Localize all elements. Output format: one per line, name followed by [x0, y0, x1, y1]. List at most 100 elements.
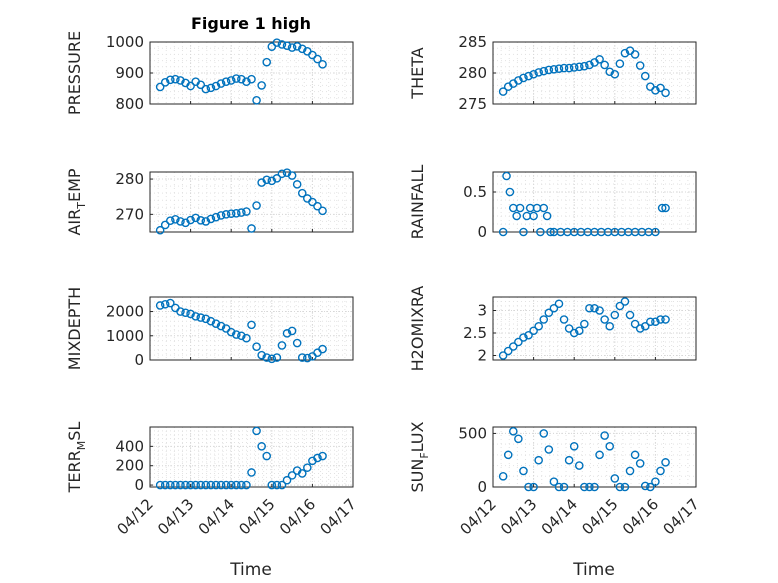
data-point: [226, 327, 236, 337]
data-point: [534, 321, 543, 331]
data-point: [226, 76, 236, 85]
data-point: [600, 60, 609, 70]
data-point: [216, 211, 226, 220]
data-point: [630, 319, 640, 329]
data-point: [656, 315, 665, 324]
data-point: [549, 64, 559, 74]
y-tick-label: 0: [134, 476, 144, 494]
data-point: [160, 299, 170, 309]
data-point: [231, 330, 241, 339]
data-point: [287, 43, 297, 52]
data-point: [221, 480, 231, 490]
data-point: [661, 203, 670, 213]
data-point: [262, 57, 272, 67]
data-point: [646, 317, 655, 327]
data-point: [519, 333, 528, 342]
data-point: [318, 344, 327, 354]
data-point: [574, 62, 584, 72]
data-point: [554, 299, 564, 309]
data-point: [529, 211, 538, 221]
data-point: [549, 303, 559, 313]
data-point: [211, 319, 221, 328]
data-point: [313, 54, 322, 64]
data-point: [247, 224, 256, 233]
data-point: [529, 69, 538, 79]
data-point: [237, 74, 246, 84]
data-point: [231, 74, 241, 83]
data-point: [165, 216, 175, 226]
data-point: [267, 480, 277, 490]
data-point: [605, 441, 615, 451]
data-point: [252, 342, 261, 351]
data-point: [297, 469, 307, 478]
data-point: [201, 480, 211, 490]
data-point: [508, 342, 518, 351]
data-point: [651, 477, 660, 486]
data-point: [216, 79, 226, 88]
data-point: [569, 63, 579, 72]
data-point: [524, 71, 533, 81]
data-point: [287, 326, 297, 336]
data-point: [519, 227, 528, 237]
data-point: [303, 353, 312, 363]
data-point: [165, 75, 175, 85]
y-tick-label: 0.5: [463, 183, 487, 201]
data-point: [519, 466, 528, 476]
data-point: [242, 77, 251, 86]
data-point: [580, 319, 589, 329]
data-point: [640, 71, 650, 81]
data-point: [231, 208, 241, 218]
data-point: [282, 329, 292, 338]
data-point: [226, 480, 236, 490]
data-point: [580, 482, 589, 492]
data-point: [277, 40, 287, 49]
data-point: [529, 482, 538, 492]
data-point: [181, 480, 190, 490]
data-point: [257, 81, 266, 90]
data-point: [201, 217, 211, 226]
data-point: [539, 203, 549, 213]
data-point: [277, 169, 287, 179]
data-point: [237, 331, 246, 341]
data-point: [595, 55, 604, 64]
axes-box: [149, 296, 354, 361]
y-tick-label: 275: [458, 95, 487, 113]
data-point: [292, 180, 302, 189]
data-point: [534, 68, 543, 77]
subplot-5: 0 1000 2000 MIXDEPTH: [65, 287, 354, 370]
data-point: [237, 480, 246, 490]
data-point: [196, 216, 206, 225]
data-point: [646, 482, 655, 492]
data-point: [605, 67, 615, 77]
x-axis-label-left: Time: [229, 560, 272, 580]
axes-box: [492, 171, 697, 233]
y-tick-label: 285: [458, 33, 487, 51]
y-tick-label: 0: [134, 351, 144, 369]
data-point: [191, 312, 200, 321]
data-point: [191, 480, 200, 490]
y-axis-label: PRESSURE: [65, 31, 84, 115]
data-point: [615, 59, 625, 69]
data-point: [498, 87, 508, 96]
data-point: [635, 61, 645, 70]
data-point: [155, 301, 165, 310]
data-point: [181, 308, 190, 318]
data-point: [277, 480, 287, 490]
data-point: [508, 426, 518, 436]
data-point: [564, 324, 574, 333]
data-point: [247, 468, 256, 477]
data-point: [529, 326, 538, 336]
data-point: [610, 69, 620, 79]
y-tick-label: 800: [115, 95, 144, 113]
data-point: [282, 41, 292, 51]
data-point: [544, 445, 554, 454]
data-point: [505, 187, 515, 197]
data-point: [186, 215, 195, 225]
axes-box: [149, 426, 354, 488]
data-point: [539, 315, 549, 324]
y-tick-label: 2: [477, 347, 487, 365]
data-point: [610, 474, 620, 483]
data-point: [282, 475, 292, 485]
data-point: [231, 480, 241, 490]
data-point: [216, 321, 226, 331]
